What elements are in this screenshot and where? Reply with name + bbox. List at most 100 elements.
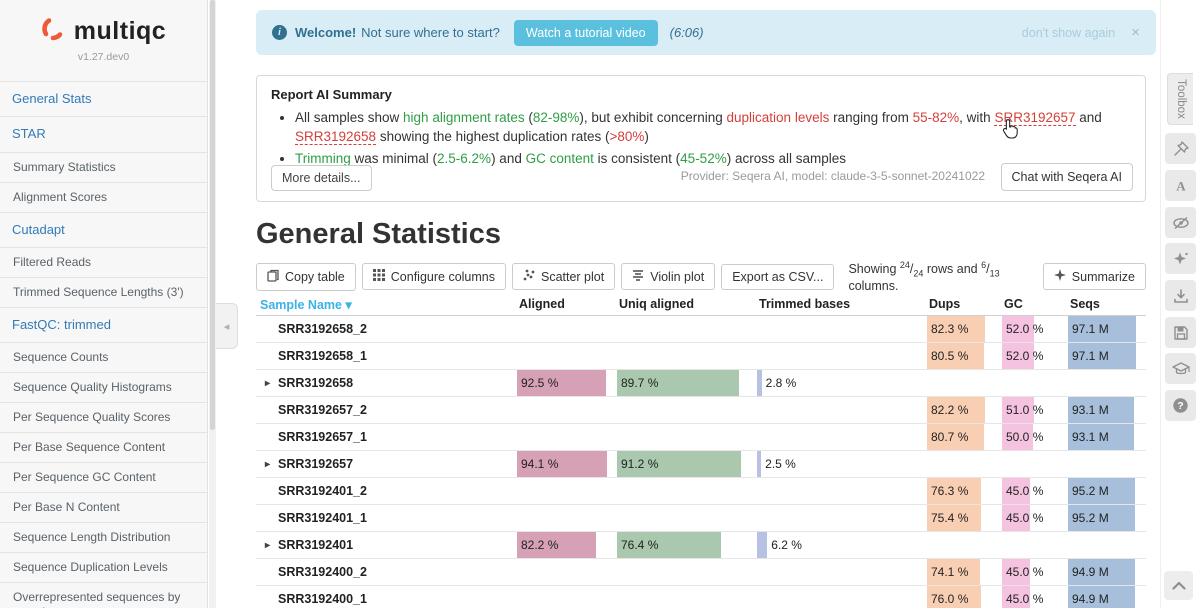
table-row: ▸ SRR3192401 82.2 % 76.4 % 6.2 % — [256, 532, 1146, 559]
logo[interactable]: multiqc v1.27.dev0 — [0, 0, 207, 73]
gc-bar — [1002, 505, 1030, 531]
watch-tutorial-button[interactable]: Watch a tutorial video — [513, 19, 658, 46]
pin-icon[interactable] — [1165, 133, 1196, 164]
hide-samples-icon[interactable] — [1165, 207, 1196, 238]
seqs-bar — [1068, 478, 1135, 504]
sidebar-item[interactable]: STAR — [0, 117, 207, 153]
sidebar-item[interactable]: Trimmed Sequence Lengths (3') — [0, 278, 207, 308]
aligned-cell — [515, 424, 615, 450]
dups-cell: 75.4 % — [925, 505, 1000, 531]
configure-columns-button[interactable]: Configure columns — [361, 263, 506, 290]
cite-icon[interactable] — [1165, 353, 1196, 384]
sidebar-item[interactable]: Overrepresented sequences by sample — [0, 583, 207, 608]
column-header-dups[interactable]: Dups — [929, 297, 961, 311]
aligned-cell — [515, 316, 615, 342]
expand-arrow-icon[interactable]: ▸ — [265, 458, 271, 470]
highlight-icon[interactable]: A — [1165, 170, 1196, 201]
scatter-plot-button[interactable]: Scatter plot — [511, 263, 616, 290]
sidebar-item[interactable]: Summary Statistics — [0, 153, 207, 183]
trimmed-bar — [757, 370, 762, 396]
sample-link[interactable]: SRR3192657 — [994, 110, 1076, 126]
column-header-seqs[interactable]: Seqs — [1070, 297, 1100, 311]
dups-value: 80.7 % — [931, 430, 969, 444]
trimmed-cell — [755, 397, 925, 423]
expand-arrow-icon[interactable]: ▸ — [265, 377, 271, 389]
copy-table-button[interactable]: Copy table — [256, 262, 356, 291]
gc-value: 45.0 % — [1006, 484, 1044, 498]
sample-name[interactable]: SRR3192657_2 — [278, 403, 367, 417]
seqs-bar — [1068, 343, 1137, 369]
trimmed-cell — [755, 559, 925, 585]
sidebar-collapse-button[interactable]: ◂ — [216, 303, 238, 349]
table-row: SRR3192657_2 82.2 % 51.0 % 93.1 M — [256, 397, 1146, 424]
toolbox-tab[interactable]: Toolbox — [1167, 73, 1193, 125]
sidebar-item[interactable]: Sequence Length Distribution — [0, 523, 207, 553]
sidebar-item[interactable]: Per Base Sequence Content — [0, 433, 207, 463]
sample-name[interactable]: SRR3192401_1 — [278, 511, 367, 525]
sidebar-item[interactable]: General Stats — [0, 82, 207, 118]
column-header-aligned[interactable]: Aligned — [519, 297, 565, 311]
gc-bar — [1002, 424, 1033, 450]
sidebar-item[interactable]: FastQC: trimmed — [0, 308, 207, 343]
sidebar-item[interactable]: Alignment Scores — [0, 183, 207, 213]
sidebar-item[interactable]: Sequence Counts — [0, 343, 207, 373]
close-icon[interactable]: × — [1131, 24, 1140, 41]
sample-name[interactable]: SRR3192658_1 — [278, 349, 367, 363]
more-details-button[interactable]: More details... — [271, 165, 372, 191]
column-header-sample-name[interactable]: Sample Name ▾ — [260, 297, 352, 312]
seqs-cell: 95.2 M — [1066, 478, 1146, 504]
column-header-uniq-aligned[interactable]: Uniq aligned — [619, 297, 694, 311]
sample-name[interactable]: SRR3192658_2 — [278, 322, 367, 336]
help-icon[interactable]: ? — [1165, 390, 1196, 421]
column-header-gc[interactable]: GC — [1004, 297, 1023, 311]
sample-name[interactable]: SRR3192657_1 — [278, 430, 367, 444]
ai-summary-title: Report AI Summary — [271, 87, 392, 102]
dups-value: 82.3 % — [931, 322, 969, 336]
sample-name[interactable]: SRR3192657 — [278, 457, 354, 471]
gc-value: 52.0 % — [1006, 349, 1044, 363]
aligned-value: 82.2 % — [521, 538, 559, 552]
sample-name[interactable]: SRR3192658 — [278, 376, 354, 390]
sample-name[interactable]: SRR3192401_2 — [278, 484, 367, 498]
sample-name-cell: ▸ SRR3192657 — [256, 451, 515, 477]
sidebar-item[interactable]: Filtered Reads — [0, 248, 207, 278]
expand-arrow-icon[interactable]: ▸ — [265, 539, 271, 551]
ai-summary-panel: Report AI Summary All samples show high … — [256, 75, 1146, 202]
sidebar-item[interactable]: Per Base N Content — [0, 493, 207, 523]
sample-name[interactable]: SRR3192401 — [278, 538, 354, 552]
sidebar-item[interactable]: Per Sequence GC Content — [0, 463, 207, 493]
sidebar-scrollbar[interactable] — [209, 0, 216, 608]
seqs-cell: 93.1 M — [1066, 397, 1146, 423]
summarize-button[interactable]: Summarize — [1042, 263, 1146, 290]
uniq-cell — [615, 316, 755, 342]
gc-value: 45.0 % — [1006, 592, 1044, 606]
chat-with-seqera-button[interactable]: Chat with Seqera AI — [1000, 163, 1133, 191]
sample-name[interactable]: SRR3192400_1 — [278, 592, 367, 606]
gc-cell: 52.0 % — [1000, 343, 1066, 369]
uniq-cell: 89.7 % — [615, 370, 755, 396]
ai-provider-label: Provider: Seqera AI, model: claude-3-5-s… — [680, 169, 985, 183]
sidebar-item[interactable]: Sequence Quality Histograms — [0, 373, 207, 403]
scroll-to-top-button[interactable] — [1164, 571, 1193, 600]
uniq-bar — [617, 532, 721, 558]
seqs-value: 94.9 M — [1072, 565, 1109, 579]
seqs-value: 97.1 M — [1072, 322, 1109, 336]
sample-link[interactable]: SRR3192658 — [295, 128, 377, 145]
sample-name[interactable]: SRR3192400_2 — [278, 565, 367, 579]
dont-show-again-link[interactable]: don't show again — [1021, 25, 1116, 40]
trimmed-cell — [755, 586, 925, 608]
sidebar-item[interactable]: Sequence Duplication Levels — [0, 553, 207, 583]
download-icon[interactable] — [1165, 280, 1196, 311]
column-header-trimmed-bases[interactable]: Trimmed bases — [759, 297, 851, 311]
export-as-csv-button[interactable]: Export as CSV... — [721, 263, 835, 290]
violin-plot-button[interactable]: Violin plot — [621, 263, 716, 290]
seqs-value: 97.1 M — [1072, 349, 1109, 363]
trimmed-cell: 6.2 % — [755, 532, 925, 558]
ai-sparkle-icon[interactable] — [1165, 243, 1196, 274]
save-icon[interactable] — [1165, 317, 1196, 348]
table-row: SRR3192401_1 75.4 % 45.0 % 95.2 M — [256, 505, 1146, 532]
uniq-cell — [615, 586, 755, 608]
sidebar-item[interactable]: Cutadapt — [0, 213, 207, 248]
sidebar-item[interactable]: Per Sequence Quality Scores — [0, 403, 207, 433]
gc-value: 45.0 % — [1006, 565, 1044, 579]
